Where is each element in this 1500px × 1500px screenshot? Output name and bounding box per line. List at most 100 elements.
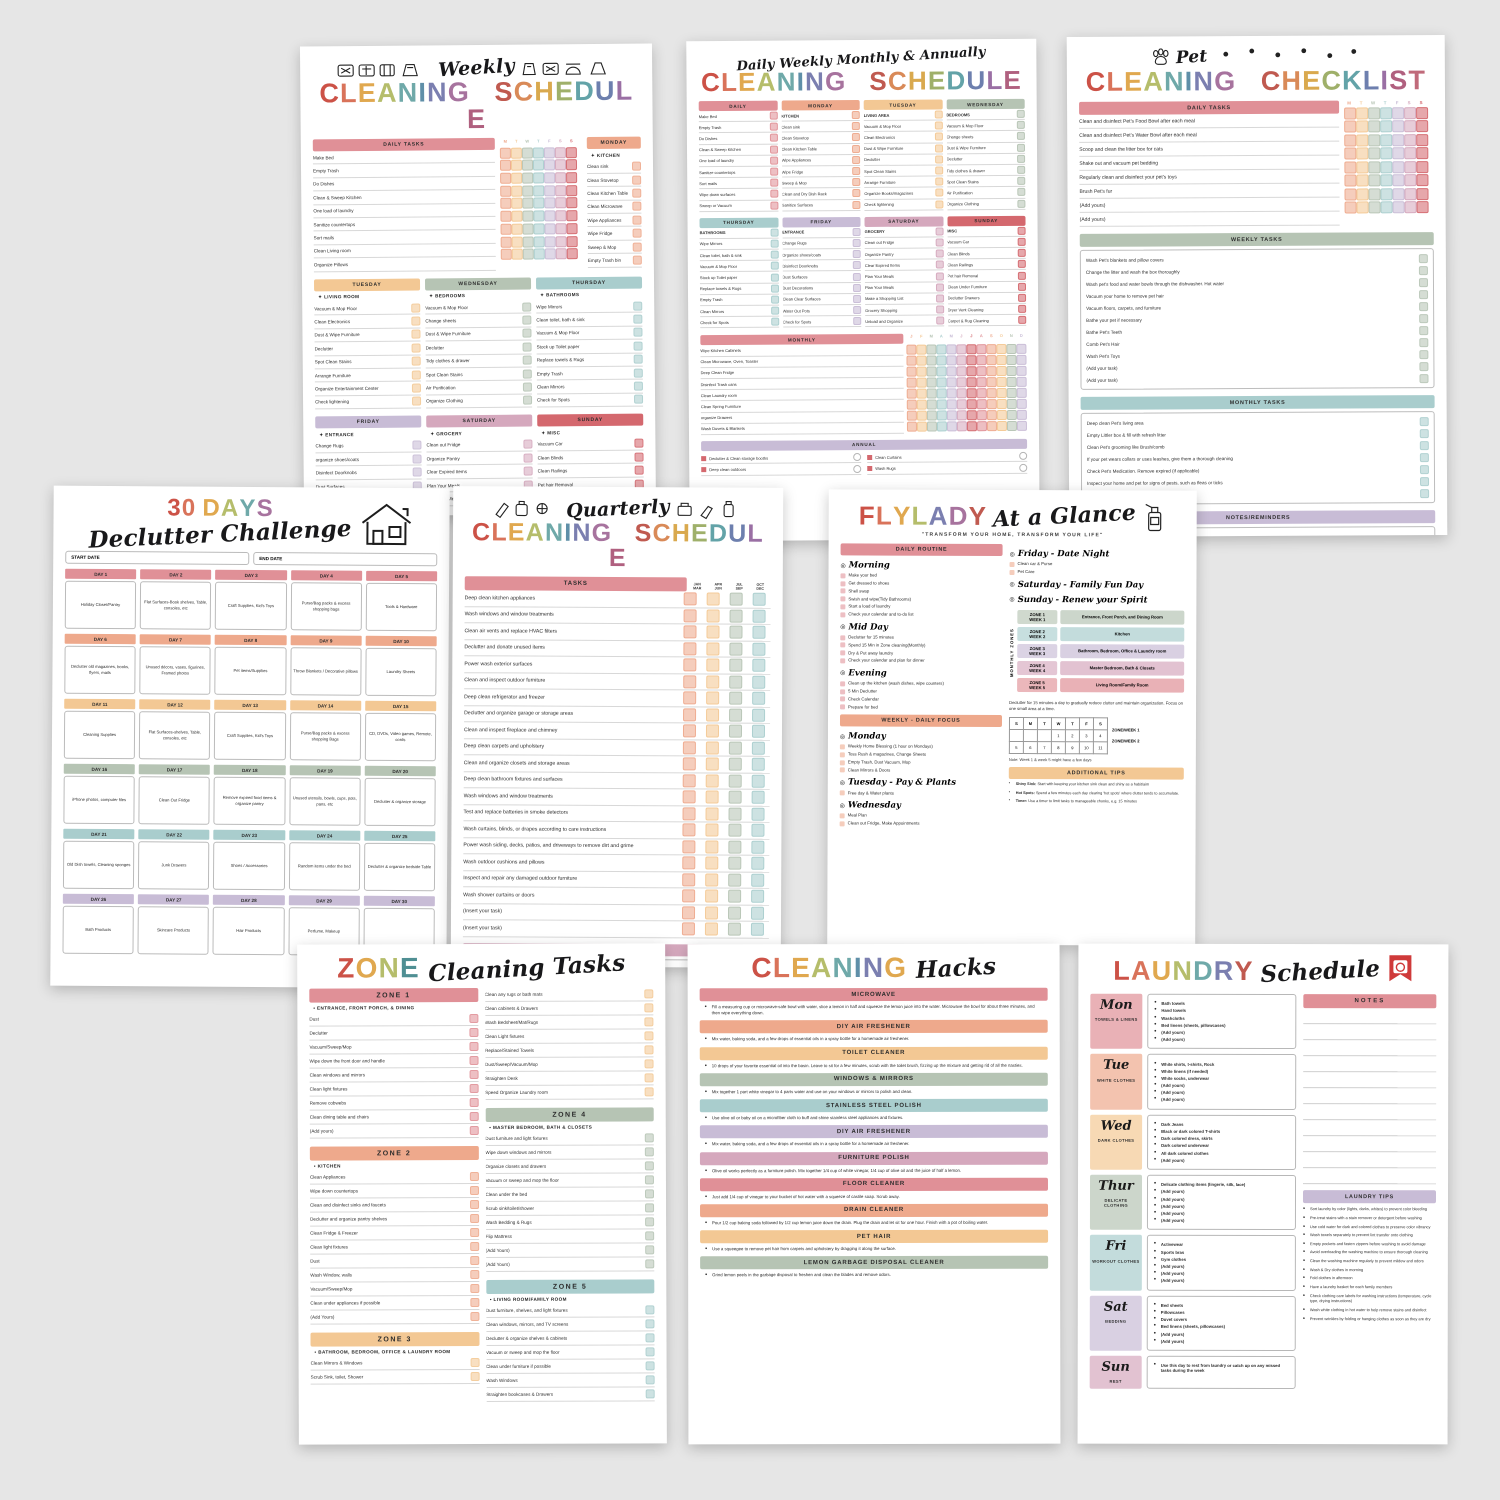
checkbox[interactable] [840, 688, 846, 694]
checkbox[interactable] [645, 1389, 655, 1399]
checkbox[interactable] [522, 369, 532, 379]
checkbox[interactable] [1418, 277, 1429, 287]
checkbox[interactable] [840, 650, 846, 656]
quarter-checkbox[interactable] [728, 856, 742, 870]
checkbox[interactable] [770, 295, 779, 304]
quarter-checkbox[interactable] [727, 922, 741, 936]
day-checkbox[interactable] [511, 236, 523, 248]
day-checkbox[interactable] [511, 210, 523, 222]
day-cell[interactable]: Cleaning Supplies [63, 710, 136, 760]
checkbox[interactable] [1017, 177, 1026, 186]
month-checkbox[interactable] [986, 421, 997, 432]
checkbox[interactable] [853, 306, 862, 315]
month-checkbox[interactable] [946, 399, 957, 410]
checkbox[interactable] [853, 317, 862, 326]
quarter-checkbox[interactable] [682, 889, 696, 903]
quarter-checkbox[interactable] [752, 691, 766, 706]
day-cell[interactable]: Tools & Hardware [365, 582, 438, 632]
day-checkbox[interactable] [566, 197, 578, 209]
day-checkbox[interactable] [522, 185, 534, 197]
checkbox[interactable] [770, 284, 779, 293]
checkbox[interactable] [1016, 109, 1025, 119]
checkbox[interactable] [468, 1028, 478, 1038]
checkbox[interactable] [644, 1161, 654, 1171]
checkbox[interactable] [852, 227, 861, 236]
month-checkbox[interactable] [926, 388, 937, 399]
month-checkbox[interactable] [986, 355, 997, 366]
day-cell[interactable]: Unused utensils, bowls, cups, pots, pans… [288, 777, 361, 826]
quarter-checkbox[interactable] [729, 708, 743, 722]
quarter-checkbox[interactable] [706, 642, 720, 656]
checkbox[interactable] [852, 155, 861, 164]
checkbox[interactable] [644, 1031, 654, 1041]
checkbox[interactable] [469, 1298, 479, 1308]
quarter-checkbox[interactable] [728, 807, 742, 821]
checkbox[interactable] [839, 767, 845, 773]
day-checkbox[interactable] [511, 198, 523, 210]
quarter-checkbox[interactable] [681, 922, 695, 936]
checkbox[interactable] [840, 612, 846, 618]
quarter-checkbox[interactable] [751, 790, 765, 805]
month-checkbox[interactable] [1006, 388, 1017, 399]
checkbox[interactable] [644, 1189, 655, 1199]
day-checkbox[interactable] [555, 184, 567, 197]
day-checkbox[interactable] [500, 248, 512, 260]
month-checkbox[interactable] [936, 388, 947, 399]
day-cell[interactable]: Holiday Closet/Pantry [64, 580, 137, 630]
checkbox[interactable] [469, 1256, 479, 1266]
month-checkbox[interactable] [926, 377, 937, 388]
month-checkbox[interactable] [986, 377, 997, 388]
month-checkbox[interactable] [976, 388, 987, 399]
month-checkbox[interactable] [996, 388, 1007, 399]
checkbox[interactable] [840, 580, 846, 587]
month-checkbox[interactable] [966, 410, 977, 421]
month-checkbox[interactable] [1016, 344, 1027, 355]
checkbox[interactable] [840, 642, 846, 648]
checkbox[interactable] [411, 356, 421, 366]
checkbox[interactable] [633, 314, 643, 324]
month-checkbox[interactable] [976, 399, 987, 410]
month-checkbox[interactable] [946, 344, 957, 355]
quarter-checkbox[interactable] [706, 609, 720, 623]
checkbox[interactable] [839, 813, 845, 819]
quarter-checkbox[interactable] [682, 840, 696, 854]
month-checkbox[interactable] [956, 399, 967, 410]
checkbox[interactable] [411, 370, 421, 380]
checkbox[interactable] [852, 238, 861, 248]
month-checkbox[interactable] [1016, 421, 1027, 432]
month-checkbox[interactable] [946, 377, 957, 388]
quarter-checkbox[interactable] [752, 658, 766, 673]
checkbox[interactable] [769, 111, 778, 120]
checkbox[interactable] [851, 111, 860, 120]
day-checkbox[interactable] [555, 172, 567, 184]
checkbox[interactable] [523, 466, 533, 476]
checkbox[interactable] [1419, 373, 1429, 383]
checkbox[interactable] [934, 188, 943, 197]
month-checkbox[interactable] [936, 355, 947, 366]
checkbox[interactable] [469, 1098, 479, 1108]
checkbox[interactable] [852, 200, 861, 209]
month-checkbox[interactable] [986, 410, 997, 421]
quarter-checkbox[interactable] [683, 675, 697, 689]
day-checkbox[interactable] [533, 235, 545, 248]
day-checkbox[interactable] [521, 147, 533, 159]
quarter-checkbox[interactable] [705, 889, 719, 903]
pet-day-checkbox[interactable] [1416, 201, 1429, 214]
checkbox[interactable] [411, 303, 421, 313]
checkbox[interactable] [469, 1070, 479, 1080]
checkbox[interactable] [632, 215, 642, 225]
checkbox[interactable] [470, 1372, 480, 1382]
quarter-checkbox[interactable] [751, 873, 765, 887]
quarter-checkbox[interactable] [706, 708, 720, 722]
checkbox[interactable] [469, 1214, 479, 1224]
checkbox[interactable] [1018, 304, 1027, 314]
checkbox[interactable] [644, 1003, 654, 1013]
month-checkbox[interactable] [916, 377, 927, 389]
checkbox[interactable] [770, 273, 779, 282]
pet-day-checkbox[interactable] [1416, 160, 1429, 173]
day-cell[interactable]: Flat Surfaces-shelves, Table, consoles, … [139, 711, 211, 760]
month-checkbox[interactable] [966, 399, 977, 410]
month-checkbox[interactable] [956, 421, 967, 432]
checkbox[interactable] [411, 316, 421, 326]
quarter-checkbox[interactable] [705, 774, 719, 788]
